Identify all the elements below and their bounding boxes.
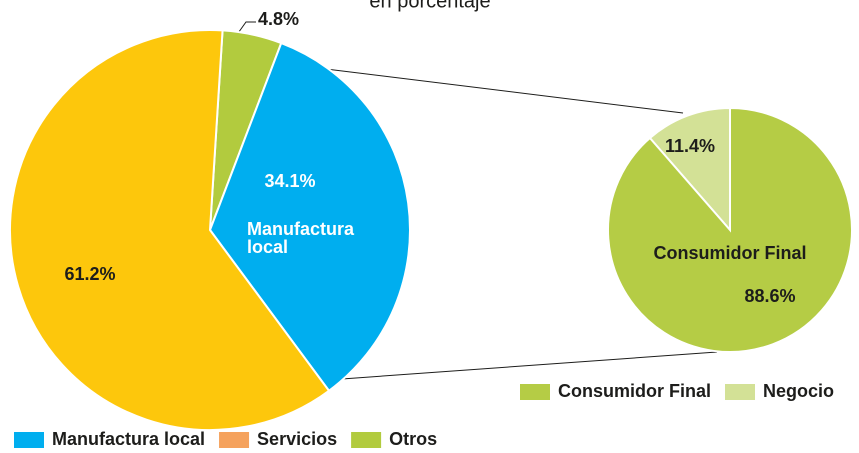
chart-subtitle: en porcentaje xyxy=(369,0,490,12)
pie-slice xyxy=(208,41,411,393)
slice-label: Consumidor Final xyxy=(654,243,807,263)
pie-slice xyxy=(607,106,853,353)
data-label: 61.2% xyxy=(64,264,115,284)
connector-line xyxy=(325,68,684,114)
legend-swatch xyxy=(14,432,44,448)
legend-swatch xyxy=(219,432,250,448)
slice-label: Manufactura local xyxy=(247,220,355,257)
data-label: 11.4% xyxy=(665,136,715,156)
data-label: 88.6% xyxy=(744,286,795,306)
legend-swatch xyxy=(520,384,550,400)
pie-slice xyxy=(9,29,331,431)
pie-slice xyxy=(648,106,731,233)
connector-line xyxy=(327,351,718,381)
legend-label: Manufactura local xyxy=(52,429,205,449)
legend-label: Negocio xyxy=(763,381,834,401)
slice-label-box: Manufactura local xyxy=(247,220,355,257)
data-label: 34.1% xyxy=(264,171,315,191)
legend-label: Otros xyxy=(389,429,437,449)
data-label: 4.8% xyxy=(258,9,299,29)
legend-swatch xyxy=(725,384,755,400)
legend-label: Consumidor Final xyxy=(558,381,711,401)
legend-swatch xyxy=(351,432,382,448)
legend-label: Servicios xyxy=(257,429,337,449)
